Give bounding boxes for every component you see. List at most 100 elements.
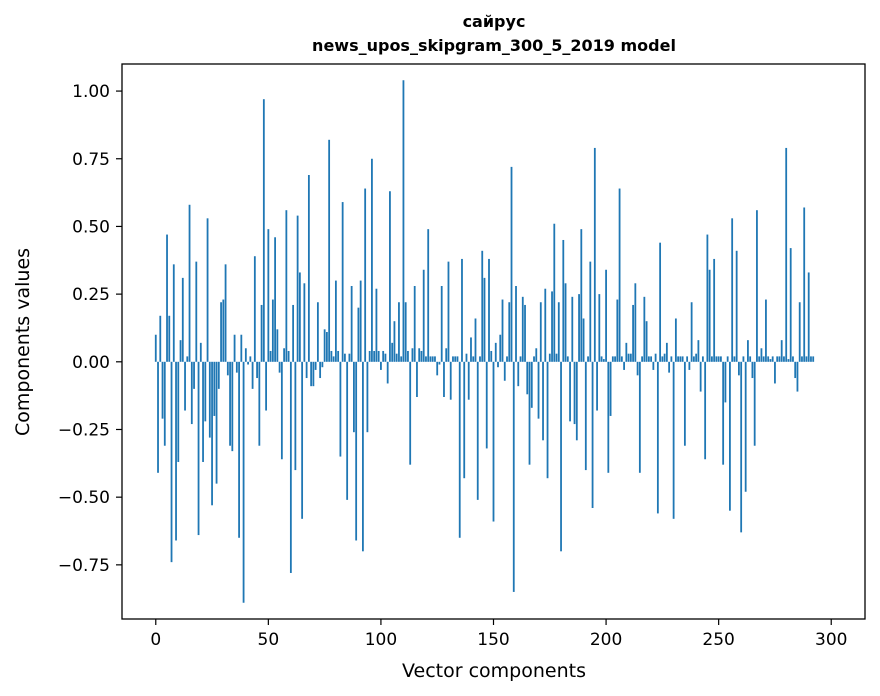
bar — [659, 242, 662, 362]
bar — [224, 264, 227, 362]
bar — [416, 361, 418, 397]
bar — [454, 356, 457, 362]
bar — [760, 348, 763, 362]
bar — [798, 302, 801, 362]
bar — [314, 361, 317, 370]
bar — [643, 296, 646, 362]
bar — [629, 353, 632, 362]
bar — [222, 299, 225, 362]
bar — [258, 361, 261, 446]
bar — [253, 256, 256, 362]
bar — [587, 356, 589, 362]
bar — [190, 361, 193, 425]
bar — [231, 361, 234, 452]
bar — [533, 356, 535, 362]
bar — [472, 356, 475, 362]
bar — [285, 210, 288, 362]
bar — [553, 223, 556, 362]
y-tick-label: −0.50 — [58, 488, 110, 508]
bar — [503, 361, 506, 381]
bar — [283, 348, 286, 362]
bar — [229, 361, 231, 446]
bar — [679, 356, 682, 362]
bar — [681, 356, 684, 362]
bar — [485, 361, 488, 449]
bar — [348, 353, 351, 362]
bar — [535, 348, 538, 362]
bar — [582, 318, 585, 362]
bar — [742, 356, 745, 362]
bar — [483, 277, 486, 362]
bar — [179, 340, 182, 362]
bar — [634, 283, 637, 362]
bar — [213, 361, 216, 416]
bar — [774, 361, 776, 384]
bar — [362, 361, 364, 552]
bar — [546, 361, 549, 479]
bar — [729, 361, 731, 511]
bar — [623, 361, 625, 370]
y-tick-label: 0.00 — [72, 353, 110, 373]
bar — [267, 229, 270, 362]
bar — [240, 334, 243, 362]
bar — [652, 361, 655, 370]
bar — [753, 361, 756, 446]
bar — [269, 350, 272, 362]
bar — [589, 261, 592, 362]
bar — [175, 361, 177, 541]
bar — [400, 356, 403, 362]
bar — [323, 329, 326, 362]
bar — [674, 318, 677, 362]
bar — [688, 361, 691, 370]
bar — [289, 361, 292, 573]
bar — [645, 321, 648, 362]
bar — [233, 334, 236, 362]
bar — [724, 361, 727, 403]
bar — [220, 302, 222, 362]
bar — [456, 356, 459, 362]
bar-series — [154, 80, 815, 603]
x-tick-label: 50 — [258, 630, 280, 650]
bar — [184, 361, 186, 411]
bar — [265, 361, 267, 411]
bar — [280, 361, 283, 460]
bar — [226, 361, 229, 376]
bar — [722, 361, 725, 465]
bar — [193, 361, 195, 389]
bar — [756, 210, 758, 362]
bar — [310, 361, 313, 387]
x-tick-label: 200 — [590, 630, 622, 650]
bar — [519, 356, 522, 362]
bar — [377, 350, 380, 362]
bar — [307, 175, 310, 362]
bar — [238, 361, 240, 538]
bar — [692, 356, 695, 362]
bar — [738, 361, 740, 376]
bar — [244, 348, 247, 362]
bar — [641, 356, 643, 362]
bar — [701, 356, 704, 362]
bar — [512, 361, 515, 592]
bar — [542, 361, 544, 441]
bar — [204, 361, 207, 422]
bar — [398, 302, 400, 362]
bar — [573, 361, 576, 425]
y-axis-ticks: −0.75 −0.50 −0.25 0.00 0.25 0.50 0.75 1.00 — [58, 82, 122, 576]
bar — [438, 361, 441, 365]
bar — [429, 356, 432, 362]
bar — [341, 202, 344, 362]
bar — [771, 356, 774, 362]
bar — [488, 258, 490, 362]
chart-title: сайрус — [463, 12, 526, 31]
bar — [247, 361, 249, 365]
bar — [434, 356, 436, 362]
bar — [557, 302, 560, 362]
bar — [465, 353, 468, 362]
bar — [699, 361, 702, 392]
bar — [391, 342, 394, 362]
y-axis-label: Components values — [12, 248, 34, 436]
bar — [560, 361, 562, 552]
bar — [607, 361, 610, 473]
bar — [215, 361, 218, 484]
